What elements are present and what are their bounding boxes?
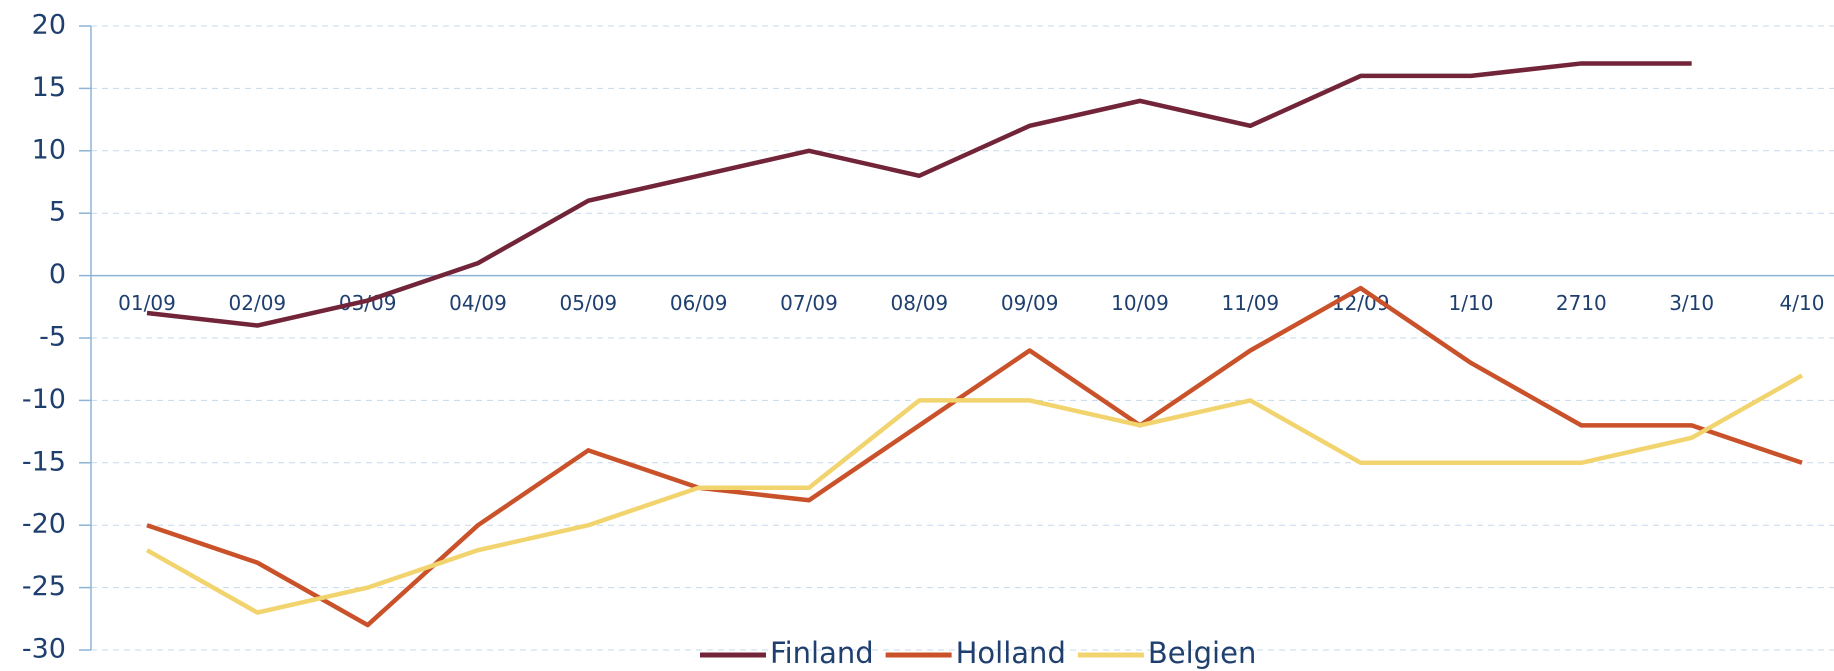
y-tick-label: -15 (22, 446, 66, 477)
legend-label: Holland (956, 636, 1066, 670)
y-tick-label: 20 (32, 10, 66, 41)
x-tick-label: 3/10 (1669, 291, 1714, 315)
legend-label: Belgien (1148, 636, 1256, 670)
x-tick-label: 10/09 (1111, 291, 1169, 315)
x-tick-label: 02/09 (229, 291, 287, 315)
series-line (145, 373, 1804, 615)
y-tick-label: -20 (22, 509, 66, 540)
x-tick-label: 1/10 (1449, 291, 1494, 315)
y-tick-label: 5 (49, 197, 66, 228)
series-line (146, 285, 1803, 628)
x-tick-label: 06/09 (670, 291, 728, 315)
y-tick-label: 15 (32, 72, 66, 103)
x-tick-label: 09/09 (1001, 291, 1059, 315)
x-tick-label: 11/09 (1222, 291, 1280, 315)
x-tick-label: 07/09 (780, 291, 838, 315)
x-tick-label: 05/09 (560, 291, 618, 315)
legend-label: Finland (770, 636, 874, 670)
x-tick-label: 08/09 (891, 291, 949, 315)
y-tick-label: -30 (22, 634, 66, 665)
series-line (146, 61, 1692, 328)
y-tick-label: 10 (32, 134, 66, 165)
y-tick-label: 0 (49, 259, 66, 290)
y-tick-label: -5 (39, 322, 66, 353)
x-tick-label: 04/09 (449, 291, 507, 315)
y-tick-label: -25 (22, 571, 66, 602)
y-tick-label: -10 (22, 384, 66, 415)
x-tick-label: 01/09 (118, 291, 176, 315)
x-tick-label: 4/10 (1780, 291, 1825, 315)
x-tick-label: 2710 (1556, 291, 1607, 315)
